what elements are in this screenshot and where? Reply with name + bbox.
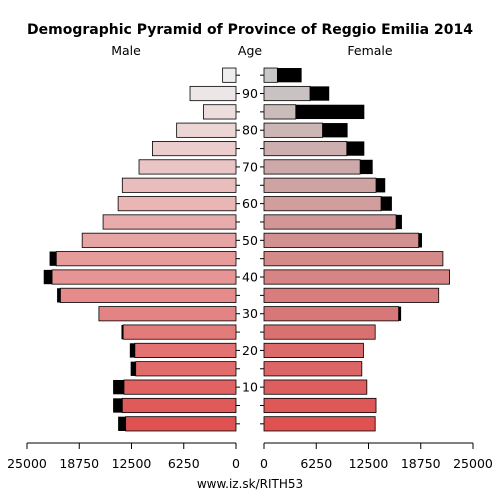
female-bar-10-14 — [263, 379, 368, 395]
female-bar-45-49 — [263, 251, 444, 267]
male-bar-80-84 — [176, 122, 237, 138]
female-excess-bar-30-34 — [398, 306, 402, 321]
female-bar-90-94 — [263, 85, 311, 102]
male-x-tick-label: 18750 — [59, 456, 99, 471]
male-bar-55-59 — [102, 214, 237, 230]
chart-title: Demographic Pyramid of Province of Reggi… — [27, 22, 473, 38]
axes-layer: 10 20 30 40 50 60 70 80 90 25000 18750 12500 6250 0 0 6… — [7, 74, 493, 471]
male-bar-85-89 — [202, 104, 237, 120]
male-x-tick-label: 6250 — [168, 456, 200, 471]
male-bar-30-34 — [98, 306, 237, 322]
age-tick-label: 70 — [242, 159, 258, 174]
female-excess-bar-65-69 — [376, 178, 386, 193]
female-bar-75-79 — [263, 141, 348, 157]
female-bar-5-9 — [263, 397, 377, 414]
male-bar-0-4 — [125, 416, 237, 432]
female-bar-80-84 — [263, 122, 323, 138]
female-x-tick-label: 12500 — [349, 456, 389, 471]
age-tick-label: 20 — [242, 343, 258, 358]
male-bar-10-14 — [123, 379, 237, 395]
male-excess-bar-40-44 — [43, 269, 53, 285]
female-excess-bar-85-89 — [295, 104, 365, 120]
male-excess-bar-5-9 — [113, 398, 123, 413]
female-bar-50-54 — [263, 232, 420, 248]
female-bar-0-4 — [263, 416, 376, 432]
male-bar-70-74 — [138, 159, 237, 175]
female-bar-15-19 — [263, 361, 363, 377]
male-x-tick-label: 12500 — [112, 456, 152, 471]
male-excess-bar-10-14 — [113, 379, 124, 395]
female-bar-85-89 — [263, 104, 297, 120]
female-excess-bar-80-84 — [322, 123, 348, 138]
female-bar-20-24 — [263, 342, 364, 358]
age-tick-label: 80 — [242, 123, 258, 138]
age-tick-label: 10 — [242, 380, 258, 395]
female-bar-30-34 — [263, 306, 399, 322]
male-bar-15-19 — [135, 361, 237, 377]
male-excess-bar-20-24 — [129, 343, 135, 358]
male-bar-35-39 — [60, 287, 237, 303]
male-excess-bar-45-49 — [49, 251, 57, 266]
male-x-tick-label: 0 — [232, 456, 240, 471]
female-x-tick-label: 25000 — [453, 456, 493, 471]
female-x-tick-label: 6250 — [300, 456, 332, 471]
female-bar-95+ — [263, 67, 278, 83]
female-label: Female — [347, 43, 393, 58]
male-label: Male — [111, 43, 141, 58]
female-excess-bar-75-79 — [346, 141, 365, 156]
age-tick-label: 50 — [242, 233, 258, 248]
female-x-tick-label: 0 — [260, 456, 268, 471]
male-bar-65-69 — [121, 177, 237, 193]
male-bar-90-94 — [189, 85, 237, 102]
female-excess-bar-55-59 — [396, 214, 402, 230]
male-excess-bar-15-19 — [130, 361, 136, 376]
female-excess-bar-95+ — [277, 68, 302, 83]
male-excess-bar-35-39 — [57, 288, 61, 303]
female-excess-bar-60-64 — [381, 196, 392, 211]
male-excess-bar-25-29 — [121, 324, 124, 340]
female-bar-25-29 — [263, 324, 376, 340]
female-excess-bar-90-94 — [309, 86, 330, 101]
female-bar-65-69 — [263, 177, 377, 193]
female-excess-bar-50-54 — [418, 233, 423, 248]
age-tick-label: 90 — [242, 86, 258, 101]
age-label: Age — [238, 43, 262, 58]
female-bar-40-44 — [263, 269, 450, 285]
male-bar-75-79 — [151, 141, 237, 157]
male-bar-45-49 — [55, 251, 237, 267]
male-excess-bar-0-4 — [118, 416, 126, 431]
male-bar-50-54 — [81, 232, 237, 248]
female-bar-60-64 — [263, 196, 382, 212]
footer-url: www.iz.sk/RITH53 — [197, 477, 303, 491]
age-tick-label: 40 — [242, 270, 258, 285]
female-excess-bar-70-74 — [360, 159, 373, 175]
male-bar-60-64 — [117, 196, 237, 212]
female-bar-35-39 — [263, 287, 440, 303]
female-bar-70-74 — [263, 159, 361, 175]
male-bar-25-29 — [122, 324, 237, 340]
male-bar-95+ — [222, 67, 237, 83]
male-bar-5-9 — [121, 397, 237, 414]
male-bar-20-24 — [134, 342, 237, 358]
female-bar-55-59 — [263, 214, 397, 230]
female-x-tick-label: 18750 — [401, 456, 441, 471]
age-tick-label: 60 — [242, 196, 258, 211]
age-tick-label: 30 — [242, 306, 258, 321]
male-x-tick-label: 25000 — [7, 456, 47, 471]
bars-layer — [43, 67, 450, 432]
male-bar-40-44 — [51, 269, 237, 285]
